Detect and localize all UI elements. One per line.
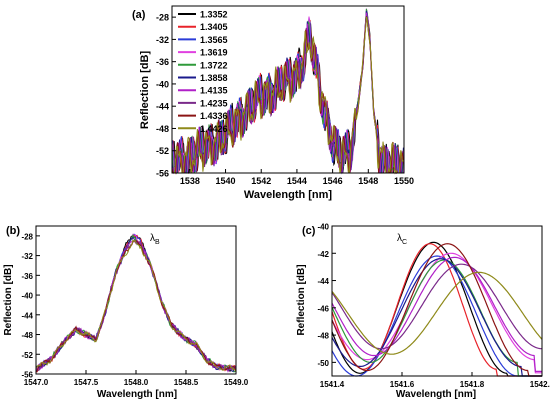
- series-line: [35, 233, 236, 373]
- x-tick-label: 1550: [394, 176, 414, 186]
- x-tick-label: 1548.0: [124, 378, 149, 387]
- panel-c-xlabel: Wavelength [nm]: [396, 389, 476, 400]
- series-line: [35, 233, 237, 372]
- panel-b-ticks: 1547.0 1547.5 1548.0 1548.5 1549.0 -28 -32 -36 -…: [21, 232, 248, 387]
- panel-b-xlabel: Wavelength [nm]: [97, 389, 177, 400]
- series-line: [331, 259, 542, 377]
- panel-a-ticks: 1538 1540 1542 1544 1546 1548 1550 -28 -32 -36 -40…: [156, 13, 414, 186]
- x-tick-label: 1547.0: [24, 378, 49, 387]
- panel-c-frame: [331, 225, 543, 377]
- x-tick-label: 1547.5: [74, 378, 99, 387]
- panel-a-xlabel: Wavelength [nm]: [244, 189, 333, 201]
- panel-c-label: (c): [302, 225, 316, 237]
- legend-label: 1.4235: [200, 98, 228, 108]
- legend-label: 1.3858: [200, 73, 228, 83]
- series-line: [331, 271, 543, 355]
- series-line: [35, 240, 237, 372]
- legend-label: 1.4135: [200, 86, 228, 96]
- series-line: [171, 16, 405, 174]
- x-tick-label: 1549.0: [224, 378, 249, 387]
- series-line: [35, 238, 237, 373]
- y-tick-label: -48: [156, 124, 169, 134]
- y-tick-label: -40: [317, 223, 329, 232]
- series-line: [331, 263, 542, 350]
- legend: 1.3352 1.3405 1.3565 1.3619 1.3722 1.3858 1.41…: [178, 10, 228, 134]
- y-tick-label: -32: [21, 252, 33, 261]
- series-line: [331, 255, 542, 377]
- y-tick-label: -44: [21, 311, 33, 320]
- panel-b-frame: [35, 225, 237, 375]
- panel-b-label: (b): [6, 225, 20, 237]
- y-tick-label: -28: [156, 13, 169, 23]
- y-tick-label: -42: [317, 250, 329, 259]
- y-tick-label: -52: [156, 146, 169, 156]
- series-line: [331, 252, 542, 374]
- panel-b-series: [35, 233, 237, 373]
- x-tick-label: 1540: [216, 176, 236, 186]
- y-tick-label: -48: [21, 331, 33, 340]
- legend-label: 1.4426: [200, 124, 228, 134]
- panel-c-ylabel: Reflection [dB]: [296, 264, 307, 335]
- y-tick-label: -36: [156, 57, 169, 67]
- x-tick-label: 1542: [251, 176, 271, 186]
- series-line: [36, 239, 237, 372]
- panel-b: (b) 1547.0 1547.5 1548.0 1548.5 1549.0 -28 -32…: [3, 225, 249, 400]
- x-tick-label: 1541.8: [460, 380, 485, 389]
- panel-c-series: [331, 241, 543, 377]
- panel-a: (a) 1538 1540 1542 1544 1546 1548 1550 -28 -32 -3…: [132, 5, 414, 201]
- x-tick-label: 1538: [180, 176, 200, 186]
- y-tick-label: -40: [156, 79, 169, 89]
- panel-b-annotation: λB: [150, 233, 160, 246]
- panel-c: (c) 1541.4 1541.6 1541.8 1542.0 -40 -42 -44 -46…: [296, 223, 550, 401]
- panel-b-ylabel: Reflection [dB]: [3, 264, 14, 335]
- y-tick-label: -48: [317, 332, 329, 341]
- x-tick-label: 1546: [323, 176, 343, 186]
- x-tick-label: 1548.5: [174, 378, 199, 387]
- panel-a-ylabel: Reflection [dB]: [139, 51, 151, 130]
- series-line: [331, 243, 542, 377]
- panel-a-frame: [171, 5, 405, 174]
- x-tick-label: 1541.6: [390, 380, 415, 389]
- y-tick-label: -44: [317, 277, 329, 286]
- y-tick-label: -36: [21, 272, 33, 281]
- y-tick-label: -56: [156, 169, 169, 179]
- legend-label: 1.3405: [200, 22, 228, 32]
- series-line: [331, 256, 542, 372]
- legend-label: 1.3352: [200, 10, 228, 20]
- x-tick-label: 1544: [287, 176, 307, 186]
- y-tick-label: -40: [21, 292, 33, 301]
- legend-label: 1.3722: [200, 60, 228, 70]
- legend-label: 1.3565: [200, 35, 228, 45]
- y-tick-label: -28: [21, 232, 33, 241]
- series-line: [35, 239, 237, 373]
- panel-a-series: [171, 8, 405, 175]
- y-tick-label: -52: [21, 351, 33, 360]
- panel-a-label: (a): [132, 9, 146, 21]
- y-tick-label: -44: [156, 102, 169, 112]
- series-line: [35, 234, 237, 373]
- x-tick-label: 1548: [358, 176, 378, 186]
- x-tick-label: 1542.0: [530, 380, 550, 389]
- x-tick-label: 1541.4: [320, 380, 345, 389]
- y-tick-label: -56: [21, 371, 33, 380]
- series-line: [35, 233, 237, 373]
- y-tick-label: -50: [317, 359, 329, 368]
- y-tick-label: -32: [156, 35, 169, 45]
- series-line: [35, 234, 237, 373]
- panel-c-annotation: λC: [397, 233, 407, 246]
- legend-label: 1.4336: [200, 111, 228, 121]
- y-tick-label: -46: [317, 304, 329, 313]
- series-line: [331, 258, 542, 377]
- series-line: [35, 236, 237, 372]
- panel-c-ticks: 1541.4 1541.6 1541.8 1542.0 -40 -42 -44 -46 -48 -…: [317, 223, 550, 390]
- legend-label: 1.3619: [200, 48, 228, 58]
